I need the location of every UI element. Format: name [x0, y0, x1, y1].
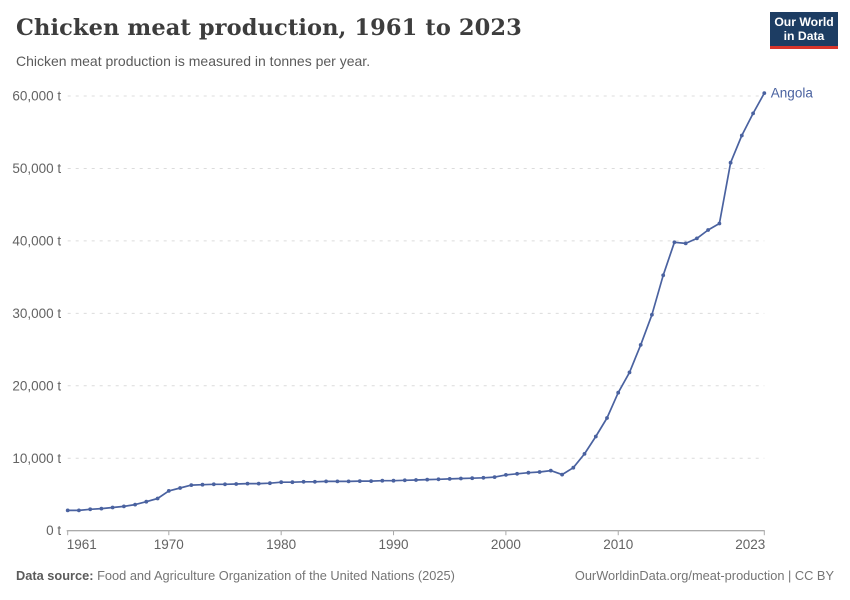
data-point[interactable] [211, 482, 216, 487]
data-point[interactable] [661, 273, 666, 278]
data-point[interactable] [144, 499, 149, 504]
y-tick-label: 60,000 t [12, 89, 61, 104]
data-point[interactable] [717, 221, 722, 226]
y-tick-label: 40,000 t [12, 233, 61, 248]
data-point[interactable] [526, 470, 531, 475]
data-point[interactable] [447, 477, 452, 481]
data-point[interactable] [324, 479, 328, 484]
data-point[interactable] [122, 504, 126, 509]
data-point[interactable] [155, 496, 160, 501]
data-point[interactable] [739, 133, 744, 138]
data-point[interactable] [402, 478, 407, 483]
data-point[interactable] [582, 452, 587, 456]
data-point[interactable] [616, 390, 621, 395]
data-point[interactable] [537, 470, 542, 474]
data-point[interactable] [200, 482, 205, 487]
chart-subtitle: Chicken meat production is measured in t… [16, 53, 371, 69]
y-tick-label: 10,000 t [12, 451, 61, 466]
data-point[interactable] [189, 483, 194, 487]
owid-logo-line1: Our World [774, 14, 834, 29]
data-point[interactable] [560, 472, 564, 477]
y-tick-label: 50,000 t [12, 161, 61, 176]
data-point[interactable] [313, 479, 317, 484]
x-tick-label: 1990 [379, 537, 409, 552]
data-point[interactable] [515, 471, 519, 476]
data-point[interactable] [110, 505, 115, 510]
data-point[interactable] [695, 236, 699, 241]
x-tick-label: 2010 [603, 537, 633, 552]
data-point[interactable] [245, 481, 250, 486]
data-point[interactable] [234, 482, 239, 486]
data-point[interactable] [178, 486, 183, 490]
x-tick-label: 1980 [266, 537, 296, 552]
data-point[interactable] [459, 476, 463, 481]
y-tick-label: 0 t [46, 523, 61, 538]
data-point[interactable] [593, 434, 598, 439]
data-point[interactable] [436, 477, 441, 482]
owid-logo-line2: in Data [783, 29, 825, 43]
data-point[interactable] [166, 489, 171, 493]
data-point[interactable] [414, 478, 418, 482]
data-point[interactable] [627, 370, 632, 375]
data-point[interactable] [290, 480, 295, 485]
chart-footer: Data source: Food and Agriculture Organi… [16, 568, 834, 583]
data-point[interactable] [492, 475, 497, 479]
data-point[interactable] [346, 479, 351, 484]
y-tick-label: 20,000 t [12, 378, 61, 393]
data-point[interactable] [369, 479, 373, 483]
data-point[interactable] [638, 343, 643, 347]
data-point[interactable] [672, 240, 677, 245]
series-line-angola[interactable] [66, 92, 766, 512]
data-point[interactable] [223, 482, 227, 487]
data-point[interactable] [65, 508, 70, 513]
data-point[interactable] [391, 478, 396, 483]
data-point[interactable] [548, 468, 553, 473]
data-point[interactable] [706, 228, 710, 232]
data-point[interactable] [504, 473, 508, 477]
page-title: Chicken meat production, 1961 to 2023 [16, 15, 522, 41]
data-source: Data source: Food and Agriculture Organi… [16, 568, 455, 583]
data-point[interactable] [605, 416, 609, 420]
data-point[interactable] [762, 91, 767, 95]
data-point[interactable] [425, 477, 430, 482]
data-point[interactable] [481, 475, 486, 480]
x-tick-label: 2023 [735, 537, 765, 552]
y-tick-label: 30,000 t [12, 306, 61, 321]
data-point[interactable] [301, 479, 306, 484]
x-tick-label: 1961 [67, 537, 97, 552]
data-source-value: Food and Agriculture Organization of the… [97, 568, 455, 583]
data-point[interactable] [88, 507, 93, 512]
data-source-label: Data source: [16, 568, 94, 583]
data-point[interactable] [470, 476, 475, 481]
data-point[interactable] [77, 508, 81, 513]
data-point[interactable] [133, 502, 138, 507]
data-point[interactable] [99, 506, 104, 511]
data-point[interactable] [571, 465, 576, 470]
data-point[interactable] [728, 160, 733, 165]
data-point[interactable] [380, 478, 385, 483]
data-point[interactable] [751, 111, 755, 116]
data-point[interactable] [279, 480, 284, 485]
series-label-angola[interactable]: Angola [771, 86, 814, 101]
data-point[interactable] [650, 312, 654, 317]
x-tick-label: 1970 [154, 537, 184, 552]
owid-logo[interactable]: Our World in Data [770, 12, 838, 49]
data-point[interactable] [268, 481, 272, 486]
data-point[interactable] [335, 479, 340, 484]
data-point[interactable] [357, 479, 362, 483]
owid-link[interactable]: OurWorldinData.org/meat-production | CC … [574, 568, 834, 583]
data-point[interactable] [683, 241, 688, 246]
data-point[interactable] [256, 481, 261, 486]
x-tick-label: 2000 [491, 537, 521, 552]
